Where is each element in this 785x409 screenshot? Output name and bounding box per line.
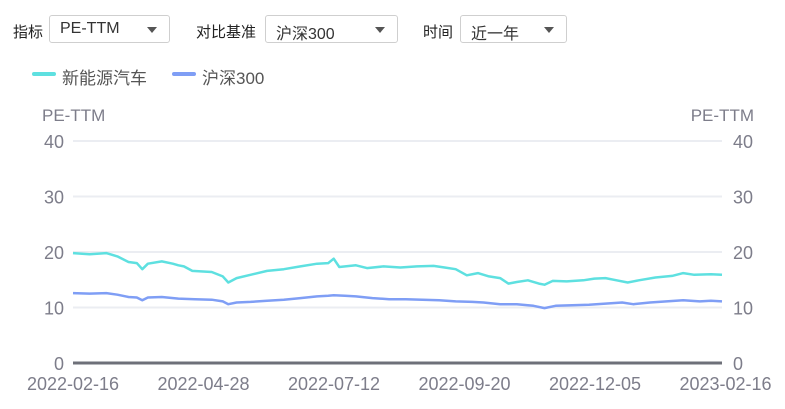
benchmark-select[interactable]: 沪深300 <box>265 15 398 43</box>
chevron-down-icon <box>375 27 385 33</box>
series-lines <box>72 251 723 310</box>
y-tick-left: 10 <box>44 299 64 319</box>
benchmark-select-value: 沪深300 <box>276 26 335 43</box>
series-line-csi300 <box>72 291 723 310</box>
x-tick-label: 2022-12-05 <box>549 374 641 394</box>
indicator-select[interactable]: PE-TTM <box>49 15 170 43</box>
series-line-new-energy-vehicles <box>72 251 723 286</box>
x-tick-label: 2022-07-12 <box>288 374 380 394</box>
x-tick-label: 2022-04-28 <box>157 374 249 394</box>
right-axis-title: PE-TTM <box>691 106 754 125</box>
time-select[interactable]: 近一年 <box>460 15 567 43</box>
y-tick-left: 30 <box>44 188 64 208</box>
left-axis-title: PE-TTM <box>42 106 105 125</box>
y-tick-right: 30 <box>733 188 753 208</box>
benchmark-label: 对比基准 <box>196 24 257 41</box>
legend-swatch-series2 <box>172 72 196 76</box>
x-tick-label: 2023-02-16 <box>679 374 771 394</box>
y-tick-right: 40 <box>733 132 753 152</box>
filter-bar: 指标 PE-TTM 对比基准 沪深300 时间 近一年 <box>0 0 785 60</box>
y-tick-right: 0 <box>733 354 743 374</box>
indicator-label: 指标 <box>13 24 44 41</box>
axes: PE-TTM PE-TTM 0 0 10 10 20 20 30 30 40 40 2022-02-… <box>27 106 772 394</box>
chevron-down-icon <box>147 27 157 33</box>
x-tick-label: 2022-09-20 <box>418 374 510 394</box>
indicator-select-value: PE-TTM <box>60 20 120 37</box>
legend-swatch-series1 <box>32 72 56 76</box>
y-tick-left: 0 <box>54 354 64 374</box>
y-tick-right: 20 <box>733 243 753 263</box>
x-tick-label: 2022-02-16 <box>27 374 119 394</box>
y-tick-left: 20 <box>44 243 64 263</box>
chevron-down-icon <box>544 27 554 33</box>
legend-label-series1: 新能源汽车 <box>62 69 147 88</box>
time-label: 时间 <box>423 24 454 41</box>
time-select-value: 近一年 <box>471 26 520 43</box>
legend-label-series2: 沪深300 <box>202 69 265 88</box>
legend-item-series2[interactable]: 沪深300 <box>172 62 272 88</box>
grid-lines <box>73 140 722 365</box>
y-tick-right: 10 <box>733 299 753 319</box>
y-tick-left: 40 <box>44 132 64 152</box>
legend-item-series1[interactable]: 新能源汽车 <box>32 62 157 88</box>
